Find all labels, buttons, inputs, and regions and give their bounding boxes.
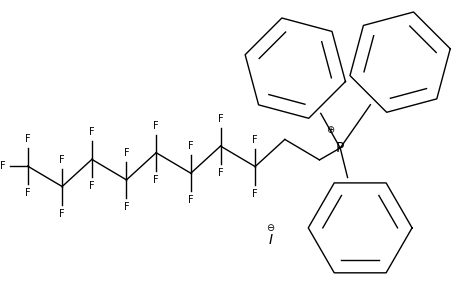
Text: F: F [89, 181, 95, 191]
Text: F: F [217, 168, 223, 178]
Text: F: F [123, 148, 129, 158]
Text: I: I [268, 233, 272, 247]
Text: F: F [153, 121, 159, 131]
Text: ⊕: ⊕ [325, 125, 334, 135]
Text: F: F [25, 188, 30, 198]
Text: F: F [89, 128, 95, 137]
Text: F: F [153, 175, 159, 185]
Text: F: F [217, 114, 223, 124]
Text: F: F [123, 202, 129, 212]
Text: F: F [252, 188, 257, 199]
Text: F: F [188, 195, 193, 205]
Text: F: F [59, 208, 65, 218]
Text: P: P [335, 141, 344, 155]
Text: F: F [25, 134, 30, 144]
Text: F: F [59, 154, 65, 165]
Text: ⊖: ⊖ [266, 223, 274, 233]
Text: F: F [0, 161, 6, 171]
Text: F: F [252, 135, 257, 145]
Text: F: F [188, 141, 193, 151]
